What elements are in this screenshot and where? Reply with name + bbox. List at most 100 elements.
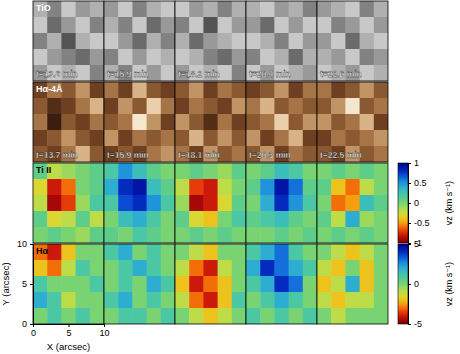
cell bbox=[274, 195, 289, 212]
cell bbox=[147, 308, 162, 324]
cell bbox=[303, 308, 317, 324]
time-label: t=20.4 min bbox=[249, 69, 291, 79]
cell bbox=[161, 65, 175, 81]
cell bbox=[175, 292, 190, 309]
cell bbox=[345, 1, 360, 18]
cell bbox=[345, 211, 360, 228]
cell bbox=[289, 244, 304, 261]
cell bbox=[104, 98, 119, 115]
row-label: TiO bbox=[36, 3, 51, 13]
cell bbox=[132, 82, 147, 99]
cell bbox=[218, 211, 233, 228]
tick-mark bbox=[30, 244, 33, 245]
cell bbox=[189, 114, 204, 131]
cell bbox=[317, 130, 332, 147]
tick: 10 bbox=[17, 239, 33, 249]
cell bbox=[90, 244, 104, 261]
cell bbox=[289, 17, 304, 34]
cell bbox=[374, 146, 388, 162]
cell bbox=[132, 33, 147, 50]
cell bbox=[260, 130, 275, 147]
cell bbox=[147, 276, 162, 293]
tick-mark bbox=[408, 163, 411, 164]
cell bbox=[161, 179, 175, 196]
cell bbox=[260, 114, 275, 131]
panel-frame bbox=[33, 1, 104, 81]
tick: 0 bbox=[408, 279, 419, 289]
cell bbox=[104, 260, 119, 277]
panel bbox=[317, 163, 388, 243]
cell bbox=[360, 195, 375, 212]
cell bbox=[189, 308, 204, 324]
cell bbox=[90, 17, 104, 34]
cell bbox=[345, 260, 360, 277]
row-label: Hα bbox=[36, 246, 48, 256]
cell bbox=[104, 244, 119, 261]
cell bbox=[147, 17, 162, 34]
cell bbox=[118, 98, 133, 115]
cell bbox=[147, 130, 162, 147]
cell bbox=[104, 195, 119, 212]
time-label: t=22.6 min bbox=[320, 69, 362, 79]
cell bbox=[61, 33, 76, 50]
cell bbox=[303, 130, 317, 147]
cell bbox=[104, 1, 119, 18]
panel-frame bbox=[317, 163, 388, 243]
cell bbox=[175, 195, 190, 212]
cell bbox=[303, 1, 317, 18]
cell bbox=[360, 276, 375, 293]
tick-label: 0 bbox=[414, 279, 419, 289]
cell bbox=[360, 163, 375, 180]
cell bbox=[303, 33, 317, 50]
cell bbox=[331, 179, 346, 196]
tick-label: 5 bbox=[414, 239, 419, 249]
tick: 0.5 bbox=[408, 178, 427, 188]
cell bbox=[189, 195, 204, 212]
cell bbox=[317, 33, 332, 50]
cell bbox=[303, 276, 317, 293]
cell bbox=[331, 308, 346, 324]
tick-mark bbox=[104, 324, 105, 327]
cell bbox=[118, 227, 133, 243]
cell bbox=[203, 292, 218, 309]
cell bbox=[260, 292, 275, 309]
cell bbox=[374, 179, 388, 196]
cell bbox=[161, 114, 175, 131]
cell bbox=[132, 195, 147, 212]
cell bbox=[246, 163, 261, 180]
tick: 5 bbox=[22, 279, 33, 289]
cell bbox=[161, 98, 175, 115]
cell bbox=[47, 308, 62, 324]
cell bbox=[289, 49, 304, 66]
panel bbox=[33, 244, 104, 324]
cell bbox=[374, 227, 388, 243]
cell bbox=[61, 98, 76, 115]
tick-label: 0.5 bbox=[414, 178, 427, 188]
cell bbox=[317, 82, 332, 99]
cell bbox=[147, 114, 162, 131]
cell bbox=[90, 179, 104, 196]
cell bbox=[132, 276, 147, 293]
cell bbox=[175, 244, 190, 261]
cell bbox=[90, 130, 104, 147]
axis-line bbox=[34, 325, 105, 328]
tick-label: 0 bbox=[31, 328, 36, 338]
cell bbox=[203, 1, 218, 18]
cell bbox=[345, 179, 360, 196]
tick-mark bbox=[30, 284, 33, 285]
tick: 5 bbox=[66, 324, 71, 338]
time-label: t=15.9 min bbox=[107, 150, 149, 160]
cell bbox=[90, 292, 104, 309]
cell bbox=[317, 179, 332, 196]
cell bbox=[374, 33, 388, 50]
tick-mark bbox=[69, 324, 70, 327]
time-label: t=13.6 min bbox=[36, 69, 78, 79]
cell bbox=[203, 163, 218, 180]
cell bbox=[189, 211, 204, 228]
cell bbox=[61, 211, 76, 228]
cell bbox=[274, 130, 289, 147]
cell bbox=[274, 98, 289, 115]
row-label: Ti II bbox=[36, 165, 51, 175]
cell bbox=[345, 276, 360, 293]
panel-frame bbox=[246, 1, 317, 81]
